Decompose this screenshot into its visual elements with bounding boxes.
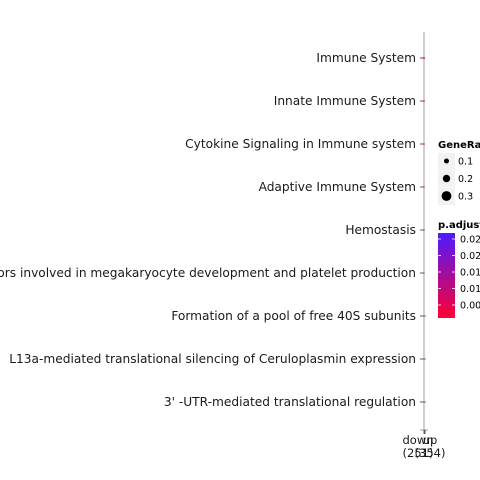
category-label: 3' -UTR-mediated translational regulatio… [164,395,416,409]
data-points [423,57,426,403]
size-legend-title: GeneRa [438,140,480,151]
size-legend-label: 0.2 [458,174,473,185]
color-legend-label: 0.02 [460,235,480,246]
x-tick-count-down: (251) [403,446,434,460]
color-legend-label: 0.01 [460,284,480,295]
data-point [423,272,425,274]
axes [420,32,428,434]
size-legend-label: 0.3 [458,192,473,203]
data-point [423,100,425,102]
color-legend-label: 0.00 [460,301,480,312]
category-label: Adaptive Immune System [259,180,416,194]
x-tick-label-down: down [402,433,433,447]
x-tick-count-up: (354) [415,446,446,460]
data-point [423,229,425,231]
color-legend-label: 0.01 [460,268,480,279]
size-legend-dot [441,191,452,201]
category-label: Formation of a pool of free 40S subunits [171,309,416,323]
legend: GeneRa 0.1 0.2 0.3 p.adjust 0.02 0.02 0.01 0.01 0… [438,140,480,318]
data-point [424,401,426,403]
data-point [423,186,425,188]
data-point [423,143,425,145]
data-point [424,315,426,317]
category-label: L13a-mediated translational silencing of… [9,352,416,366]
x-tick-label-up: up [423,433,438,447]
category-label: Immune System [316,51,416,65]
size-legend-label: 0.1 [458,157,473,168]
data-point [423,57,425,59]
category-label: Hemostasis [345,223,416,237]
data-point [424,358,426,360]
category-label: Factors involved in megakaryocyte develo… [0,266,416,280]
color-legend-label: 0.02 [460,251,480,262]
x-tick-labels: down(251)up(354) [402,433,445,460]
size-legend-dot [442,174,451,183]
category-labels: Immune System Innate Immune System Cytokin… [0,51,416,409]
category-label: Innate Immune System [274,94,416,108]
color-legend-bar [438,233,455,318]
category-label: Cytokine Signaling in Immune system [185,137,416,151]
size-legend-dot [444,158,449,164]
color-legend-title: p.adjust [438,220,480,231]
